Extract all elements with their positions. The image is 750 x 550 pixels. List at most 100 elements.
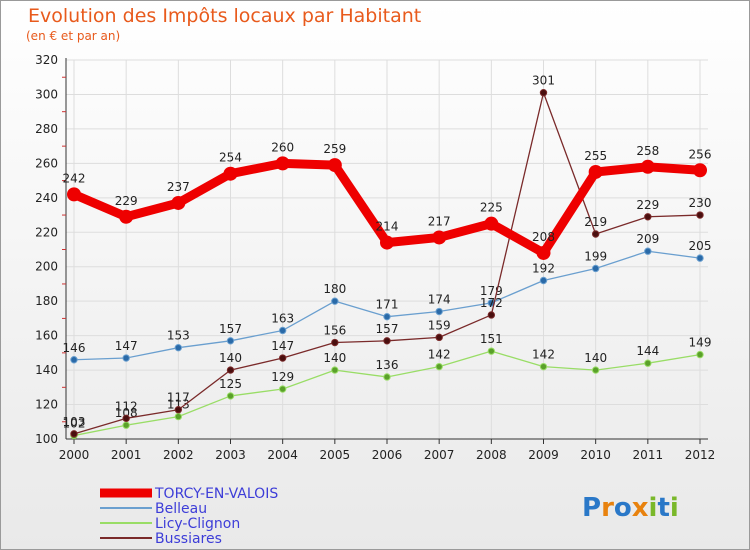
y-tick-label: 240 [35,191,58,205]
data-point [278,354,287,362]
x-tick-label: 2007 [424,448,455,462]
legend-label: Belleau [155,501,207,517]
logo-letter: o [614,493,632,523]
data-point [70,430,78,438]
data-label: 140 [323,351,346,365]
data-point [435,333,443,342]
data-label: 146 [63,341,86,355]
data-label: 129 [271,370,294,384]
chart-subtitle: (en € et par an) [26,29,120,43]
data-point [640,159,655,174]
data-label: 180 [323,282,346,296]
data-point [383,337,391,345]
data-label: 172 [480,296,503,310]
logo-letter: P [582,493,601,523]
data-point [696,254,704,262]
data-label: 174 [428,293,451,307]
x-tick-label: 2005 [320,448,351,462]
data-point [278,385,287,393]
data-point [278,326,287,335]
data-point [331,297,339,305]
x-tick-label: 2012 [685,448,716,462]
data-point [331,366,339,374]
logo-letter: i [670,493,679,523]
data-label: 147 [115,339,138,353]
logo-text: Proxiti [582,493,679,523]
x-tick-label: 2003 [215,448,246,462]
y-tick-label: 280 [35,122,58,136]
data-label: 103 [63,415,86,429]
data-point [591,230,600,238]
data-point [484,216,499,231]
data-point [383,312,391,321]
y-tick-label: 180 [35,294,58,308]
chart-title: Evolution des Impôts locaux par Habitant [28,5,421,27]
data-label: 142 [532,348,555,362]
data-label: 117 [167,391,190,405]
data-point [696,211,704,219]
data-point [122,354,130,362]
data-label: 217 [428,214,451,228]
data-point [174,406,183,414]
data-label: 199 [584,249,607,263]
y-tick-label: 120 [35,398,58,412]
data-point [226,392,235,400]
data-label: 149 [689,336,712,350]
data-point [122,421,130,429]
data-label: 102 [63,417,86,431]
data-label: 113 [167,398,190,412]
x-tick-label: 2009 [528,448,559,462]
data-label: 229 [636,198,659,212]
data-label: 225 [480,201,503,215]
data-label: 192 [532,262,555,276]
series-torcy-en-valois: 242 229 237 254 260 259 214 217 225 208 255 258 256 [63,140,711,260]
x-tick-label: 2004 [267,448,298,462]
data-point [644,247,652,255]
data-point [487,347,496,355]
data-label: 159 [428,318,451,332]
data-label: 112 [115,399,138,413]
data-point [174,412,183,421]
data-point [331,338,339,347]
data-label: 153 [167,329,190,343]
x-tick-label: 2008 [476,448,507,462]
legend: TORCY-EN-VALOISBelleauLicy-ClignonBussia… [100,486,278,547]
x-tick-label: 2000 [59,448,90,462]
logo-letter: r [601,493,614,523]
y-tick-label: 200 [35,260,58,274]
y-tick-label: 220 [35,225,58,239]
data-point [435,307,443,316]
data-point [644,213,652,221]
data-label: 259 [323,142,346,156]
x-tick-label: 2010 [580,448,611,462]
data-point [487,311,496,319]
data-label: 108 [115,406,138,420]
data-point [539,276,548,285]
data-label: 214 [376,220,399,234]
data-label: 163 [271,311,294,325]
data-label: 242 [63,171,86,185]
data-point [174,343,183,352]
data-point [119,209,134,224]
data-label: 205 [689,239,712,253]
legend-label: Licy-Clignon [155,516,240,532]
data-label: 144 [636,344,659,358]
data-point [226,366,235,374]
y-tick-label: 260 [35,156,58,170]
data-label: 260 [271,140,294,154]
data-label: 140 [584,351,607,365]
data-point [70,356,78,364]
data-point [67,187,81,202]
data-point [275,156,290,171]
logo-letter: x [632,493,649,523]
x-tick-label: 2002 [163,448,194,462]
y-tick-label: 300 [35,87,58,101]
data-point [644,359,652,367]
data-label: 171 [376,298,399,312]
data-point [432,230,447,245]
series-licy-clignon: 102 108 113 125 129 140 136 142 151 142 140 144 149 [63,332,712,440]
data-label: 237 [167,180,190,194]
data-point [380,235,394,250]
